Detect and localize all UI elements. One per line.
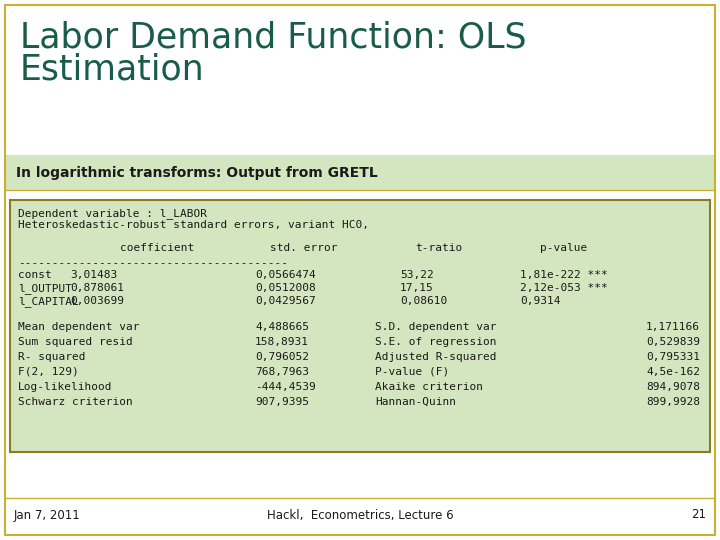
Text: l_CAPITAL: l_CAPITAL — [18, 296, 78, 307]
Text: 3,01483: 3,01483 — [70, 270, 117, 280]
Text: Jan 7, 2011: Jan 7, 2011 — [14, 509, 81, 522]
Text: S.E. of regression: S.E. of regression — [375, 337, 497, 347]
Text: 0,529839: 0,529839 — [646, 337, 700, 347]
Text: Log-likelihood: Log-likelihood — [18, 382, 112, 392]
Text: In logarithmic transforms: Output from GRETL: In logarithmic transforms: Output from G… — [16, 166, 378, 180]
Text: 1,81e-222 ***: 1,81e-222 *** — [520, 270, 608, 280]
Text: std. error: std. error — [270, 243, 338, 253]
Text: 158,8931: 158,8931 — [255, 337, 309, 347]
Text: t-ratio: t-ratio — [415, 243, 462, 253]
Text: ----------------------------------------: ---------------------------------------- — [18, 258, 288, 268]
Text: 0,0566474: 0,0566474 — [255, 270, 316, 280]
Text: 0,796052: 0,796052 — [255, 352, 309, 362]
Text: Dependent variable : l_LABOR: Dependent variable : l_LABOR — [18, 208, 207, 219]
Text: 0,9314: 0,9314 — [520, 296, 560, 306]
Text: 4,488665: 4,488665 — [255, 322, 309, 332]
Text: 0,0429567: 0,0429567 — [255, 296, 316, 306]
Text: 0,08610: 0,08610 — [400, 296, 447, 306]
Text: 0,003699: 0,003699 — [70, 296, 124, 306]
Text: 0,878061: 0,878061 — [70, 283, 124, 293]
Text: 907,9395: 907,9395 — [255, 397, 309, 407]
Text: Schwarz criterion: Schwarz criterion — [18, 397, 132, 407]
Text: 768,7963: 768,7963 — [255, 367, 309, 377]
Text: 899,9928: 899,9928 — [646, 397, 700, 407]
Text: l_OUTPUT: l_OUTPUT — [18, 283, 72, 294]
Text: 53,22: 53,22 — [400, 270, 433, 280]
Text: -444,4539: -444,4539 — [255, 382, 316, 392]
Text: 1,171166: 1,171166 — [646, 322, 700, 332]
Text: 21: 21 — [691, 509, 706, 522]
Text: const: const — [18, 270, 52, 280]
Text: 2,12e-053 ***: 2,12e-053 *** — [520, 283, 608, 293]
Text: 0,795331: 0,795331 — [646, 352, 700, 362]
Text: Adjusted R-squared: Adjusted R-squared — [375, 352, 497, 362]
Text: 17,15: 17,15 — [400, 283, 433, 293]
Text: 0,0512008: 0,0512008 — [255, 283, 316, 293]
Text: F(2, 129): F(2, 129) — [18, 367, 78, 377]
Text: R- squared: R- squared — [18, 352, 86, 362]
Text: Heteroskedastic-robust standard errors, variant HC0,: Heteroskedastic-robust standard errors, … — [18, 220, 369, 230]
Text: S.D. dependent var: S.D. dependent var — [375, 322, 497, 332]
Bar — [10, 200, 710, 452]
Bar — [5, 155, 715, 190]
Text: Estimation: Estimation — [20, 52, 204, 86]
Text: Hackl,  Econometrics, Lecture 6: Hackl, Econometrics, Lecture 6 — [266, 509, 454, 522]
Text: coefficient: coefficient — [120, 243, 194, 253]
Text: Sum squared resid: Sum squared resid — [18, 337, 132, 347]
Text: p-value: p-value — [540, 243, 588, 253]
Text: Akaike criterion: Akaike criterion — [375, 382, 483, 392]
Text: Labor Demand Function: OLS: Labor Demand Function: OLS — [20, 20, 526, 54]
Text: Mean dependent var: Mean dependent var — [18, 322, 140, 332]
Text: P-value (F): P-value (F) — [375, 367, 449, 377]
Text: 4,5e-162: 4,5e-162 — [646, 367, 700, 377]
Text: 894,9078: 894,9078 — [646, 382, 700, 392]
Text: Hannan-Quinn: Hannan-Quinn — [375, 397, 456, 407]
